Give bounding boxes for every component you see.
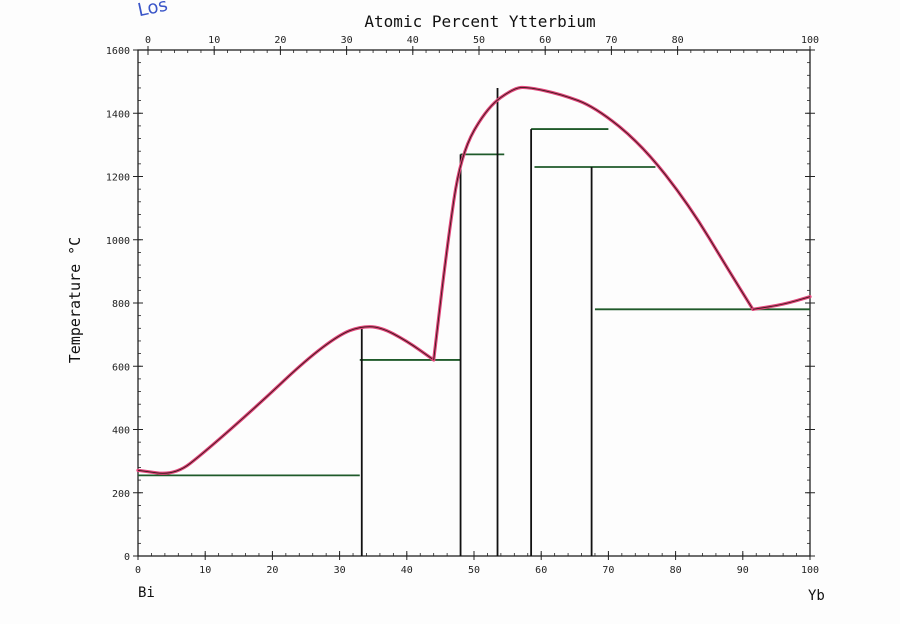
x-tick-label: 10 [199, 565, 211, 576]
top-tick-label: 30 [341, 35, 353, 46]
x-tick-label: 20 [266, 565, 278, 576]
x-tick-label: 90 [737, 565, 749, 576]
liquidus-curve [136, 325, 436, 475]
y-tick-label: 600 [112, 362, 130, 373]
liquidus-outline [433, 86, 754, 360]
x-tick-label: 60 [535, 565, 547, 576]
y-tick-label: 1400 [106, 109, 130, 120]
x-tick-label: 40 [401, 565, 413, 576]
top-tick-label: 50 [473, 35, 485, 46]
top-tick-label: 20 [274, 35, 286, 46]
y-tick-label: 1600 [106, 46, 130, 57]
top-tick-label: 80 [672, 35, 684, 46]
phase-boundaries [136, 85, 812, 556]
plot-frame [137, 49, 811, 557]
left-element-label: Bi [138, 585, 155, 601]
y-tick-label: 1000 [106, 236, 130, 247]
x-tick-label: 70 [602, 565, 614, 576]
liquidus-outline [752, 296, 811, 310]
y-tick-label: 1200 [106, 173, 130, 184]
top-axis: 0 10 20 30 40 50 60 70 80 100 [145, 35, 819, 55]
chart-title: Atomic Percent Ytterbium [364, 12, 595, 31]
y-tick-label: 200 [112, 489, 130, 500]
y-tick-label: 800 [112, 299, 130, 310]
y-axis: 0 200 400 600 800 1000 1200 1400 1600 [106, 46, 815, 563]
y-axis-label: Temperature °C [66, 237, 84, 363]
top-tick-label: 40 [407, 35, 419, 46]
x-tick-label: 80 [670, 565, 682, 576]
liquidus-outline [137, 326, 434, 474]
corner-scribble: Los [136, 0, 170, 21]
top-tick-label: 60 [539, 35, 551, 46]
top-tick-label: 0 [145, 35, 151, 46]
x-tick-label: 0 [135, 565, 141, 576]
x-axis: 0 10 20 30 40 50 60 70 80 90 100 [135, 551, 819, 576]
x-tick-label: 30 [334, 565, 346, 576]
y-tick-label: 400 [112, 426, 130, 437]
x-tick-label: 100 [801, 565, 819, 576]
x-tick-label: 50 [468, 565, 480, 576]
liquidus-curve [751, 295, 812, 311]
plot-border [137, 49, 811, 557]
top-tick-label: 70 [605, 35, 617, 46]
top-tick-label: 100 [801, 35, 819, 46]
right-element-label: Yb [808, 588, 825, 604]
top-tick-label: 10 [208, 35, 220, 46]
y-tick-label: 0 [124, 552, 130, 563]
